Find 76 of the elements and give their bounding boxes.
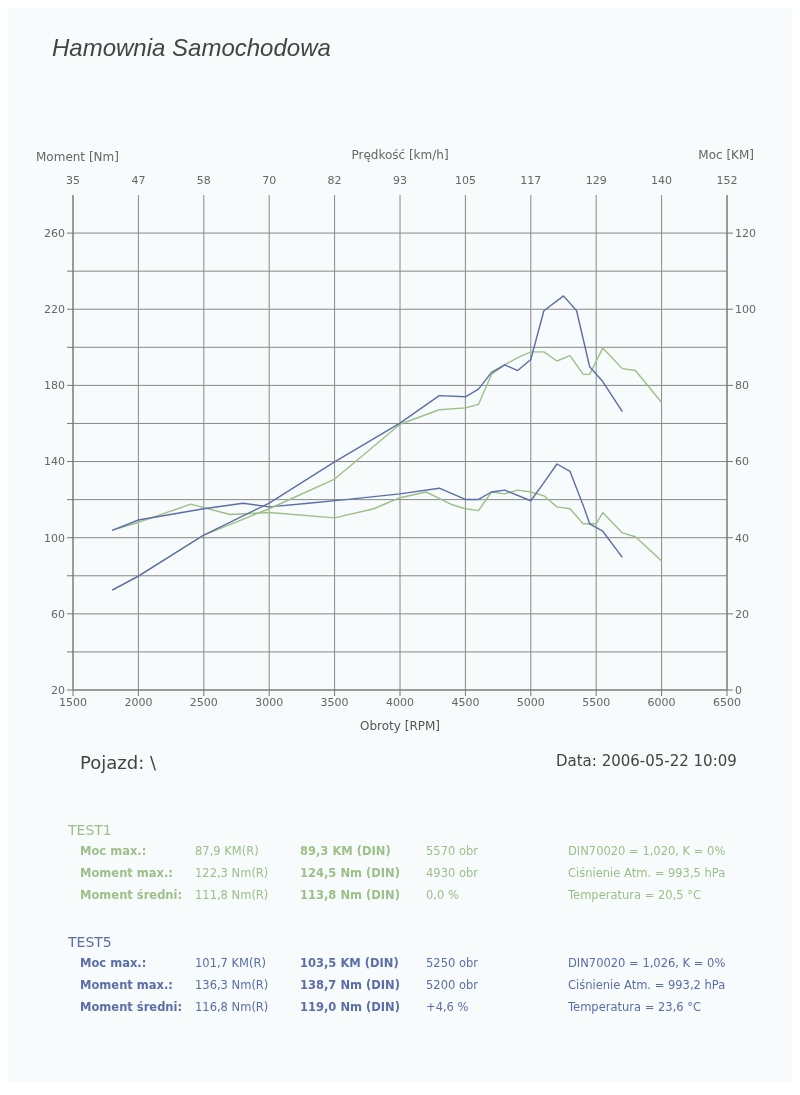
text: +4,6 %: [426, 1000, 469, 1014]
y2-tick-label: 0: [735, 683, 742, 697]
x2-tick-label: 117: [519, 174, 543, 187]
text: Moment średni:: [80, 888, 183, 902]
y-axis-title: Moment [Nm]: [36, 150, 119, 164]
x2-tick-label: 70: [261, 174, 278, 187]
chart-title: Hamownia Samochodowa: [51, 33, 332, 63]
text: 101,7 KM(R): [195, 956, 267, 970]
x2-axis-title: Prędkość [km/h]: [351, 148, 449, 162]
text: 136,3 Nm(R): [195, 978, 269, 992]
x-tick-label: 4000: [386, 695, 414, 709]
y2-tick-label: 20: [735, 607, 749, 621]
text: 111,8 Nm(R): [195, 888, 269, 902]
y2-axis-title: Moc [KM]: [698, 148, 754, 162]
y-tick-label: 60: [51, 607, 65, 621]
x2-tick-label: 152: [715, 174, 739, 187]
text: 5200 obr: [426, 978, 478, 992]
text: Ciśnienie Atm. = 993,2 hPa: [568, 978, 726, 992]
text: 124,5 Nm (DIN): [300, 866, 400, 880]
y-tick-label: 260: [44, 226, 65, 240]
x-tick-label: 5500: [582, 695, 611, 709]
x2-tick-label: 129: [584, 174, 608, 187]
text: Moc max.:: [80, 956, 147, 970]
text: 87,9 KM(R): [195, 844, 259, 858]
y-tick-label: 180: [44, 379, 65, 393]
x-tick-label: 5000: [516, 695, 545, 709]
text: 89,3 KM (DIN): [300, 844, 391, 858]
text: Pojazd: \: [80, 752, 156, 773]
x-tick-label: 6500: [713, 695, 741, 709]
x-axis-title: Obroty [RPM]: [360, 719, 440, 733]
x-tick-label: 1500: [59, 695, 87, 709]
text: 5570 obr: [426, 844, 478, 858]
text: Moment max.:: [80, 866, 173, 880]
text: 0,0 %: [426, 888, 459, 902]
y2-tick-label: 40: [735, 531, 749, 545]
x2-tick-label: 35: [65, 174, 81, 187]
x-tick-label: 3000: [255, 695, 284, 709]
text: Moc max.:: [80, 844, 147, 858]
x-tick-label: 2000: [124, 695, 153, 709]
y-tick-label: 220: [44, 303, 65, 317]
y2-tick-label: 80: [735, 379, 749, 393]
text: Moment średni:: [80, 1000, 183, 1014]
x2-tick-label: 105: [453, 174, 477, 187]
text: Data: 2006-05-22 10:09: [556, 752, 737, 770]
x-tick-label: 6000: [647, 695, 676, 709]
y2-tick-label: 100: [735, 303, 756, 317]
y-tick-label: 20: [51, 683, 65, 697]
y-tick-label: 140: [44, 455, 65, 469]
text: 5250 obr: [426, 956, 478, 970]
text: 138,7 Nm (DIN): [300, 978, 400, 992]
text: Moment max.:: [80, 978, 173, 992]
y-tick-label: 100: [44, 531, 65, 545]
text: 113,8 Nm (DIN): [300, 888, 400, 902]
text: 116,8 Nm(R): [195, 1000, 269, 1014]
text: DIN70020 = 1,020, K = 0%: [568, 844, 726, 858]
x2-tick-label: 82: [326, 174, 343, 187]
text: Temperatura = 20,5 °C: [568, 888, 702, 902]
x2-tick-label: 93: [392, 174, 408, 187]
text: 122,3 Nm(R): [195, 866, 269, 880]
x2-tick-label: 47: [130, 174, 147, 187]
text: TEST1: [68, 822, 112, 838]
text: TEST5: [68, 934, 112, 950]
x2-tick-label: 140: [650, 174, 674, 187]
text: DIN70020 = 1,026, K = 0%: [568, 956, 726, 970]
y2-tick-label: 120: [735, 226, 756, 240]
x-tick-label: 4500: [451, 695, 480, 709]
y2-tick-label: 60: [735, 455, 749, 469]
text: 4930 obr: [426, 866, 478, 880]
text: Ciśnienie Atm. = 993,5 hPa: [568, 866, 726, 880]
text: 103,5 KM (DIN): [300, 956, 399, 970]
line-series: [111, 295, 624, 591]
x2-tick-label: 58: [195, 174, 212, 187]
x-tick-label: 3500: [320, 695, 349, 709]
text: 119,0 Nm (DIN): [300, 1000, 400, 1014]
x-tick-label: 2500: [189, 695, 218, 709]
text: Temperatura = 23,6 °C: [568, 1000, 702, 1014]
